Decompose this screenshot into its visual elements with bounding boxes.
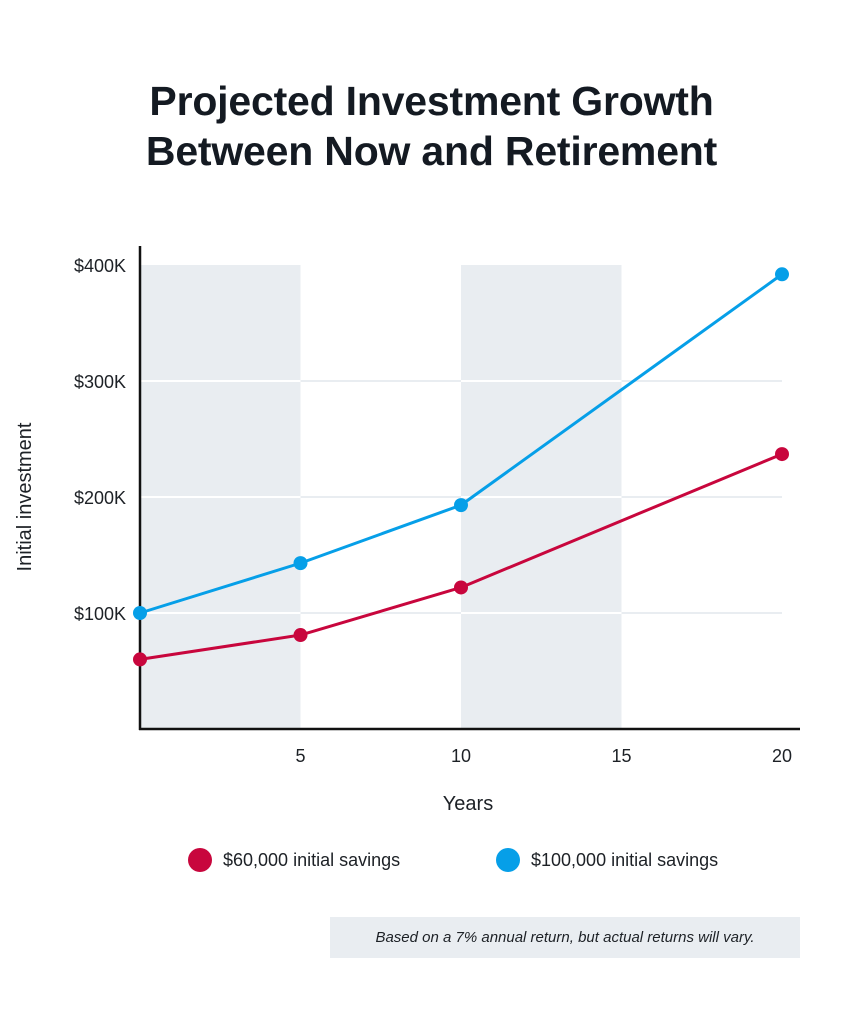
data-point-60k-year-10 [454, 580, 468, 595]
line-chart: $100K $200K $300K $400K 5 10 15 20 Years Initi… [14, 246, 800, 815]
data-point-100k-year-20 [775, 267, 789, 282]
data-point-60k-year-20 [775, 447, 789, 462]
x-tick-label: 20 [772, 746, 792, 766]
chart-title: Projected Investment Growth Between Now … [0, 76, 863, 176]
y-tick-label: $200K [74, 488, 126, 508]
gridlines [140, 380, 782, 614]
x-tick-label: 15 [611, 746, 631, 766]
x-tick-labels: 5 10 15 20 [295, 746, 792, 766]
series-lines [133, 267, 789, 667]
data-point-100k-year-0 [133, 606, 147, 620]
legend-marker-100k [496, 848, 520, 872]
series-line-60k [139, 452, 783, 661]
x-axis-label: Years [443, 793, 493, 815]
legend-item-60k: $60,000 initial savings [188, 848, 400, 872]
x-tick-label: 5 [295, 746, 305, 766]
legend-label-100k: $100,000 initial savings [531, 849, 719, 870]
y-tick-labels: $100K $200K $300K $400K [74, 256, 126, 624]
x-tick-label: 10 [451, 746, 471, 766]
footnote: Based on a 7% annual return, but actual … [330, 917, 800, 958]
data-point-100k-year-10 [454, 498, 468, 513]
axes [138, 246, 800, 731]
y-tick-label: $100K [74, 604, 126, 624]
footnote-text: Based on a 7% annual return, but actual … [375, 929, 755, 946]
chart-title-line-1: Projected Investment Growth [149, 78, 714, 124]
chart-title-line-2: Between Now and Retirement [145, 128, 718, 174]
legend-item-100k: $100,000 initial savings [496, 848, 718, 872]
data-point-60k-year-5 [293, 628, 308, 643]
y-tick-label: $400K [74, 256, 126, 276]
y-axis-label: Initial investment [14, 422, 36, 571]
series-line-100k [139, 273, 783, 615]
data-point-100k-year-5 [293, 556, 308, 571]
legend: $60,000 initial savings $100,000 initial… [0, 848, 863, 878]
data-point-60k-year-0 [133, 652, 147, 667]
y-tick-label: $300K [74, 372, 126, 392]
legend-label-60k: $60,000 initial savings [223, 849, 401, 870]
legend-marker-60k [188, 848, 212, 872]
